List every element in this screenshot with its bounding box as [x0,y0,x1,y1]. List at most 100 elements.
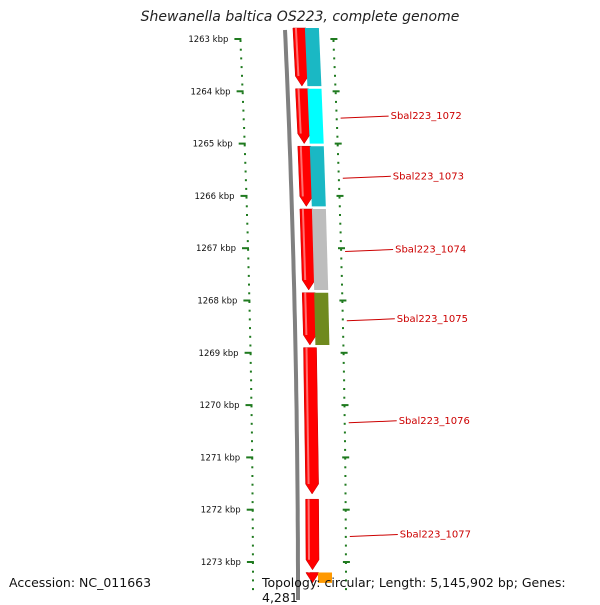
minor-tick [335,101,337,103]
minor-tick [334,84,336,86]
minor-tick [341,275,343,277]
minor-tick [248,266,250,268]
minor-tick [335,92,337,94]
minor-tick [337,162,339,164]
minor-tick [241,84,243,86]
minor-tick [252,501,254,503]
minor-tick [338,179,340,181]
gene-label: Sbal223_1075 [397,314,468,325]
minor-tick [243,118,245,120]
minor-tick [340,240,342,242]
minor-tick [251,432,253,434]
minor-tick [242,92,244,94]
minor-tick [345,519,347,521]
minor-tick [242,101,244,103]
minor-tick [337,144,339,146]
gene-category-block [314,293,329,345]
gene-arrow [304,348,319,494]
minor-tick [252,492,254,494]
minor-tick [243,136,245,138]
minor-tick [244,144,246,146]
minor-tick [251,475,253,477]
minor-tick [336,136,338,138]
major-tick [338,247,345,249]
minor-tick [245,179,247,181]
minor-tick [333,49,335,51]
kbp-tick-label: 1273 kbp [201,558,241,568]
minor-tick [335,110,337,112]
accession-text: Accession: NC_011663 [9,575,151,590]
minor-tick [340,258,342,260]
minor-tick [245,171,247,173]
gene-label: Sbal223_1072 [391,111,462,122]
minor-tick [341,266,343,268]
minor-tick [252,571,254,573]
major-tick [245,352,252,354]
kbp-tick-label: 1263 kbp [188,35,228,45]
minor-tick [339,214,341,216]
minor-tick [333,40,335,42]
minor-tick [345,571,347,573]
minor-tick [345,527,347,529]
minor-tick [341,284,343,286]
minor-tick [250,362,252,364]
major-tick [247,561,254,563]
kbp-tick-label: 1264 kbp [191,87,231,97]
gene-label-leader [345,250,393,252]
minor-tick [240,49,242,51]
minor-tick [242,110,244,112]
minor-tick [341,292,343,294]
minor-tick [247,240,249,242]
minor-tick [249,327,251,329]
minor-tick [245,188,247,190]
gene-label: Sbal223_1073 [393,171,464,182]
minor-tick [252,553,254,555]
gene-label-leader [347,319,395,321]
map-title: Shewanella baltica OS223, complete genom… [0,9,600,25]
major-tick [234,38,241,40]
minor-tick [343,388,345,390]
minor-tick [343,379,345,381]
genome-backbone [285,30,298,600]
gene-arrow-highlight [305,293,306,335]
minor-tick [345,501,347,503]
minor-tick [342,345,344,347]
minor-tick [338,171,340,173]
minor-tick [246,223,248,225]
minor-tick [333,57,335,59]
major-tick [243,300,250,302]
minor-tick [248,284,250,286]
minor-tick [345,545,347,547]
minor-tick [334,66,336,68]
topology-text: Topology: circular; Length: 5,145,902 bp… [262,575,600,605]
gene-label-leader [350,535,398,537]
minor-tick [250,371,252,373]
major-tick [239,143,246,145]
minor-tick [344,432,346,434]
major-tick [335,143,342,145]
minor-tick [244,162,246,164]
minor-tick [252,536,254,538]
minor-tick [252,545,254,547]
major-tick [246,456,253,458]
minor-tick [344,423,346,425]
minor-tick [240,40,242,42]
minor-tick [336,127,338,129]
minor-tick [251,414,253,416]
minor-tick [251,449,253,451]
minor-tick [250,397,252,399]
major-tick [246,404,253,406]
minor-tick [246,205,248,207]
minor-tick [246,197,248,199]
major-tick [342,404,349,406]
minor-tick [337,153,339,155]
gene-arrow [302,293,316,345]
minor-tick [342,310,344,312]
minor-tick [336,118,338,120]
minor-tick [344,440,346,442]
minor-tick [344,466,346,468]
minor-tick [252,519,254,521]
minor-tick [334,75,336,77]
gene-category-block [305,28,322,86]
